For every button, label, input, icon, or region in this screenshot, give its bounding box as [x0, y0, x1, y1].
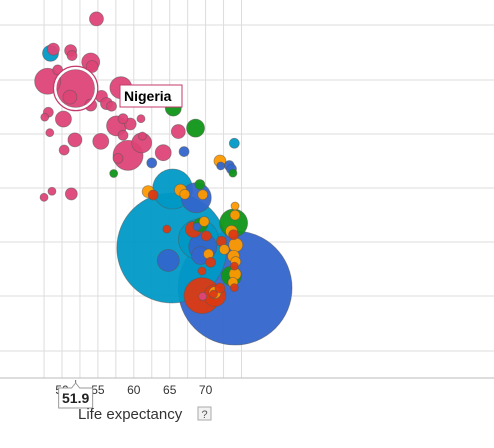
bubble[interactable] [66, 50, 78, 61]
highlight-ring-outer [52, 65, 99, 112]
bubble[interactable] [228, 237, 244, 253]
bubble[interactable] [39, 192, 49, 202]
readout-box [58, 382, 94, 409]
x-tick-label: 60 [127, 383, 141, 397]
x-value-readout-text: 51.9 [62, 390, 89, 406]
bubble[interactable] [45, 128, 55, 138]
help-button[interactable]: ? [197, 406, 212, 421]
bubble[interactable] [89, 11, 104, 27]
bubble[interactable] [85, 60, 99, 73]
bubble[interactable] [216, 161, 226, 171]
bubble[interactable] [228, 229, 240, 241]
bubble[interactable] [117, 129, 129, 141]
bubble[interactable] [154, 144, 172, 162]
bubble[interactable] [179, 188, 191, 200]
bubble[interactable] [109, 169, 119, 178]
bubble[interactable] [200, 230, 212, 242]
bubble[interactable] [192, 222, 202, 232]
bubble[interactable] [218, 244, 230, 255]
x-tick-label: 70 [199, 383, 213, 397]
bubble[interactable] [47, 186, 57, 196]
bubble[interactable] [198, 216, 210, 227]
bubble[interactable] [146, 157, 158, 169]
bubble[interactable] [194, 179, 206, 190]
bubble[interactable] [67, 132, 83, 148]
bubble[interactable] [40, 112, 50, 122]
bubble[interactable] [198, 291, 208, 301]
bubbles [34, 11, 293, 346]
bubble[interactable] [58, 144, 70, 156]
bubble[interactable] [197, 189, 209, 201]
bubble[interactable] [64, 187, 78, 201]
bubble[interactable] [62, 89, 78, 105]
highlight-tooltip: Nigeria [119, 84, 183, 108]
bubble[interactable] [186, 118, 205, 138]
bubble[interactable] [55, 110, 72, 128]
help-icon-label: ? [201, 409, 207, 421]
help-icon[interactable] [197, 406, 212, 421]
bubble[interactable] [229, 209, 241, 221]
bubble[interactable] [228, 137, 240, 149]
bubble[interactable] [136, 114, 146, 124]
highlight-ring-inner [53, 66, 98, 111]
bubble[interactable] [214, 282, 226, 294]
tooltip-box [119, 84, 183, 108]
bubble[interactable] [205, 256, 217, 268]
bubble[interactable] [92, 132, 110, 150]
highlighted-country-label: Nigeria [124, 88, 172, 104]
bubble[interactable] [170, 124, 186, 139]
bubble[interactable] [162, 224, 172, 234]
bubble[interactable] [138, 131, 147, 141]
bubble[interactable] [178, 146, 190, 157]
x-axis-title: Life expectancy [78, 406, 183, 423]
bubble[interactable] [229, 283, 239, 293]
x-axis: 5055606570 [0, 377, 494, 397]
x-tick-label: 65 [163, 383, 177, 397]
x-value-readout: 51.9 [58, 380, 94, 409]
bubble[interactable] [46, 42, 60, 56]
bubble[interactable] [228, 168, 238, 178]
bubble[interactable] [117, 113, 129, 125]
bubble[interactable] [106, 100, 117, 112]
bubble[interactable] [197, 266, 207, 276]
bubble[interactable] [156, 249, 180, 272]
bubble[interactable] [229, 261, 239, 271]
bubble[interactable] [147, 189, 159, 201]
bubble[interactable] [209, 289, 218, 299]
bubble[interactable] [230, 201, 240, 211]
x-tick-label: 55 [91, 383, 105, 397]
bubble[interactable] [112, 152, 124, 164]
